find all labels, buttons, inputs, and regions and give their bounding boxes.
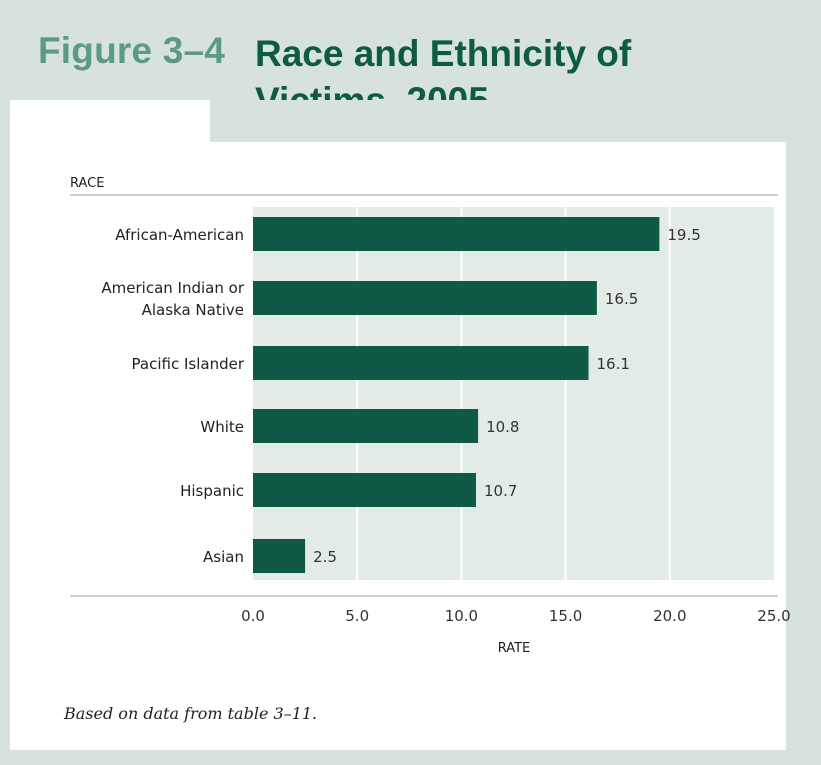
bar xyxy=(253,346,589,380)
y-axis-label: RACE xyxy=(70,176,104,191)
category-label: Alaska Native xyxy=(142,301,244,319)
x-tick-label: 10.0 xyxy=(445,607,478,625)
data-label: 16.5 xyxy=(605,290,638,308)
bar xyxy=(253,281,597,315)
category-label: Asian xyxy=(203,548,244,566)
panel-tab-decoration xyxy=(210,100,786,142)
x-axis-label: RATE xyxy=(498,641,531,656)
bar xyxy=(253,539,306,573)
data-label: 10.8 xyxy=(486,418,519,436)
data-label: 2.5 xyxy=(313,548,337,566)
bar xyxy=(253,409,479,443)
data-label: 16.1 xyxy=(597,355,630,373)
x-tick-label: 5.0 xyxy=(345,607,369,625)
bar xyxy=(253,473,476,507)
figure-label: Figure 3–4 xyxy=(38,30,226,71)
data-label: 10.7 xyxy=(484,482,517,500)
x-tick-label: 25.0 xyxy=(757,607,790,625)
x-tick-label: 0.0 xyxy=(241,607,265,625)
category-label: American Indian or xyxy=(101,279,244,297)
caption: Based on data from table 3–11. xyxy=(64,704,318,723)
data-label: 19.5 xyxy=(667,226,700,244)
category-label: African-American xyxy=(115,226,244,244)
plot-background xyxy=(253,207,774,580)
category-label: Pacific Islander xyxy=(132,355,245,373)
category-label: White xyxy=(200,418,244,436)
x-tick-label: 20.0 xyxy=(653,607,686,625)
category-label: Hispanic xyxy=(180,482,244,500)
bar xyxy=(253,217,660,251)
x-tick-label: 15.0 xyxy=(549,607,582,625)
